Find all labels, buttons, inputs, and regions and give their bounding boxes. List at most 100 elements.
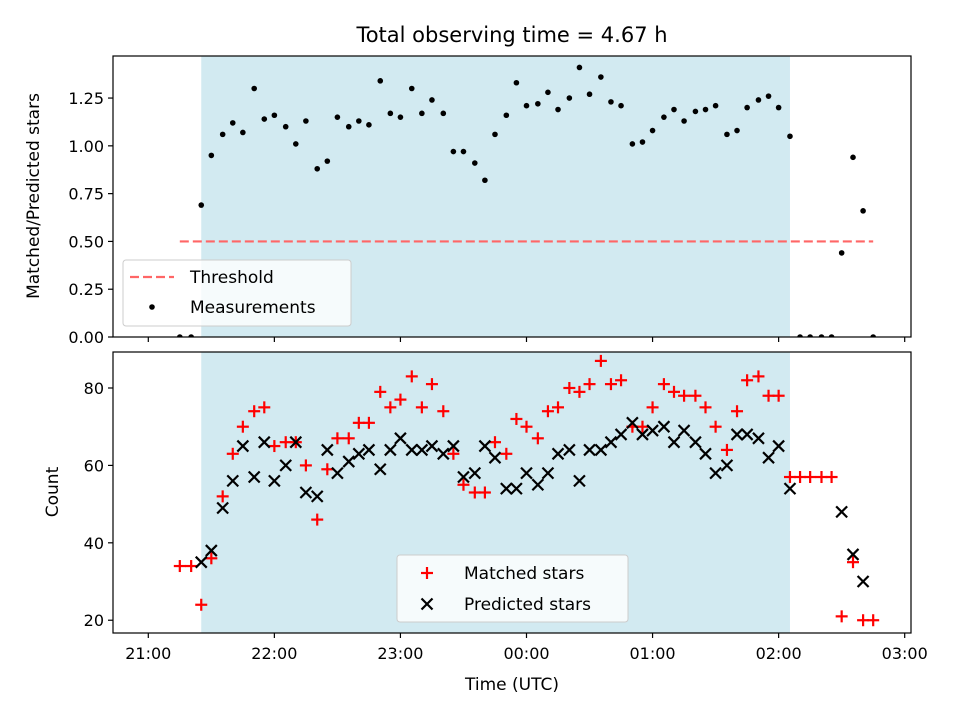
marker-stroke xyxy=(342,455,356,468)
legend-measurement-label: Measurements xyxy=(190,298,316,318)
marker-stroke xyxy=(310,490,324,503)
y-tick-label: 80 xyxy=(84,379,104,398)
legend-top: Threshold Measurements xyxy=(122,259,352,327)
predicted-star-point xyxy=(299,486,313,499)
marker-stroke xyxy=(457,470,470,484)
predicted-star-point xyxy=(194,555,208,569)
measurement-point xyxy=(419,110,425,117)
measurement-point xyxy=(775,104,782,111)
measurement-point xyxy=(314,165,321,172)
matched-star-point xyxy=(415,401,428,414)
marker-stroke xyxy=(657,420,671,433)
matched-star-point xyxy=(709,420,722,433)
marker-stroke xyxy=(437,447,450,461)
marker-stroke xyxy=(740,428,754,441)
predicted-star-point xyxy=(394,432,407,445)
measurement-point xyxy=(576,64,583,71)
matched-star-point xyxy=(185,560,198,573)
matched-star-point xyxy=(321,463,334,476)
predicted-star-point xyxy=(247,470,261,484)
x-tick-label: 21:00 xyxy=(125,644,171,663)
measurement-point xyxy=(860,208,866,214)
marker-stroke xyxy=(667,435,681,449)
marker-stroke xyxy=(236,439,250,453)
marker-stroke xyxy=(856,575,870,588)
matched-star-point xyxy=(552,401,565,414)
marker-stroke xyxy=(772,439,785,453)
predicted-star-point xyxy=(289,435,303,449)
measurement-point xyxy=(608,99,614,105)
x-tick-label: 02:00 xyxy=(756,644,802,663)
matched-star-point xyxy=(857,614,870,627)
matched-star-point xyxy=(248,405,261,418)
matched-star-point xyxy=(762,389,775,402)
measurement-point xyxy=(303,118,309,124)
measurement-point xyxy=(229,120,236,126)
predicted-star-point xyxy=(646,424,659,437)
measurement-point xyxy=(188,334,194,337)
y-tick-label: 0.25 xyxy=(68,280,104,299)
predicted-star-point xyxy=(583,443,596,457)
marker-stroke xyxy=(573,474,586,488)
measurement-point xyxy=(724,131,730,138)
matched-star-point xyxy=(311,513,324,526)
matched-star-point xyxy=(689,389,702,402)
measurement-point xyxy=(566,95,573,101)
predicted-star-point xyxy=(709,466,722,480)
matched-star-point xyxy=(342,432,355,445)
axes-frame xyxy=(112,55,912,338)
x-tick-label: 01:00 xyxy=(630,644,676,663)
matched-star-point xyxy=(573,385,586,398)
marker-stroke xyxy=(194,555,208,569)
predicted-star-point xyxy=(415,443,429,457)
predicted-star-point xyxy=(268,474,281,488)
marker-stroke xyxy=(384,443,397,457)
legend-measurement-swatch xyxy=(149,304,155,310)
predicted-star-point xyxy=(279,459,292,472)
matched-star-point xyxy=(500,447,513,460)
matched-star-point xyxy=(699,401,712,414)
measurement-point xyxy=(219,131,226,138)
measurement-point xyxy=(523,102,530,109)
matched-star-point xyxy=(352,416,365,429)
matched-star-point xyxy=(646,401,659,414)
predicted-star-point xyxy=(362,443,376,457)
marker-stroke xyxy=(709,466,722,480)
matched-star-point xyxy=(425,378,438,391)
predicted-star-point xyxy=(573,474,586,488)
measurement-point xyxy=(440,110,447,117)
measurement-point xyxy=(629,141,636,147)
y-tick-label: 20 xyxy=(84,611,104,630)
predicted-star-point xyxy=(488,451,502,464)
marker-stroke xyxy=(846,548,860,561)
predicted-star-point xyxy=(762,451,775,464)
measurement-point xyxy=(334,114,341,120)
marker-stroke xyxy=(488,451,502,464)
predicted-star-point xyxy=(205,544,218,557)
measurement-point xyxy=(661,114,667,120)
predicted-star-point xyxy=(447,439,460,453)
marker-stroke xyxy=(500,482,513,495)
marker-stroke xyxy=(321,443,334,457)
measurement-point xyxy=(870,334,876,337)
predicted-star-point xyxy=(384,443,397,457)
matched-star-point xyxy=(384,401,397,414)
measurement-point xyxy=(598,74,604,80)
legend-threshold-label: Threshold xyxy=(189,268,274,288)
predicted-star-point xyxy=(667,435,681,449)
matched-star-point xyxy=(835,610,848,623)
predicted-star-point xyxy=(594,443,608,457)
measurement-point xyxy=(787,133,793,140)
predicted-star-point xyxy=(437,447,450,461)
measurement-point xyxy=(702,106,709,113)
top-panel-ratio: 0.00 0.25 0.50 0.75 1.00 1.25 Threshold Measure… xyxy=(68,55,912,347)
matched-star-point xyxy=(195,598,208,611)
marker-stroke xyxy=(468,466,482,480)
matched-star-point xyxy=(216,490,229,503)
matched-star-point xyxy=(667,385,680,398)
predicted-star-point xyxy=(216,501,229,515)
matched-star-point xyxy=(510,412,523,425)
marker-stroke xyxy=(594,443,608,457)
predicted-star-point xyxy=(720,459,734,472)
matched-star-point xyxy=(447,447,460,460)
